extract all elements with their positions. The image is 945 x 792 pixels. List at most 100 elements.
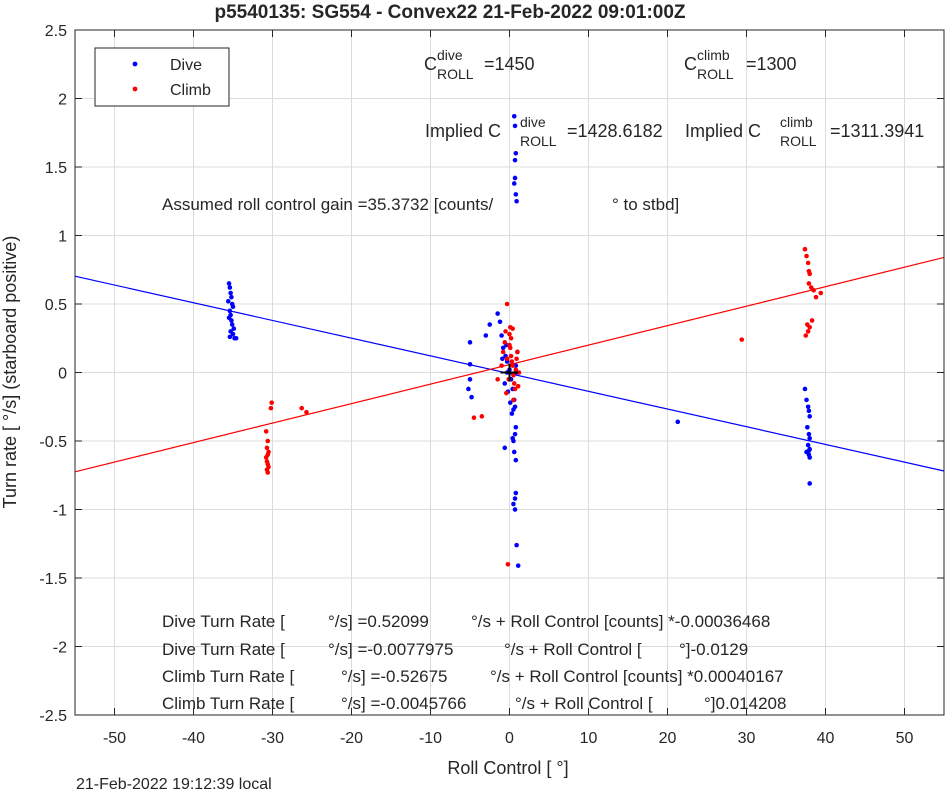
c-climb-main: C [684, 54, 697, 74]
dive-point [511, 501, 516, 507]
climb-point [813, 294, 819, 300]
climb-point [471, 415, 477, 421]
x-tick-label: 50 [896, 730, 914, 747]
chart-title: p5540135: SG554 - Convex22 21-Feb-2022 0… [214, 2, 685, 23]
legend-box [94, 47, 230, 107]
timestamp: 21-Feb-2022 19:12:39 local [76, 776, 272, 792]
dive-point [513, 457, 519, 463]
dive-point [512, 157, 518, 163]
annotation-implied-dive: Implied C dive ROLL =1428.6182 [425, 114, 663, 149]
y-tick-label: -2 [53, 640, 67, 657]
dive-point [510, 435, 515, 441]
climb-point [513, 367, 519, 373]
dive-point [500, 356, 505, 362]
c-climb-value: =1300 [746, 54, 797, 74]
climb-point [512, 386, 518, 392]
climb-point [265, 438, 271, 444]
y-tick-label: -1 [53, 503, 67, 520]
dive-point [466, 386, 471, 392]
dive-point [229, 322, 235, 327]
dive-point [675, 419, 681, 425]
dive-point [231, 326, 237, 331]
dive-point [507, 400, 513, 405]
climb-point [269, 400, 275, 405]
implied-climb-value: =1311.3941 [830, 121, 924, 141]
x-tick-label: 40 [817, 730, 835, 747]
climb-point [495, 377, 500, 382]
dive-point [467, 361, 473, 367]
dive-point [512, 496, 518, 501]
dive-point [511, 449, 517, 455]
y-tick-label: 1.5 [45, 160, 67, 177]
implied-dive-sub: ROLL [520, 133, 557, 149]
climb-point [739, 337, 745, 342]
climb-point [507, 345, 513, 351]
dive-point [806, 448, 812, 453]
dive-point [227, 334, 233, 340]
fit4-a: Climb Turn Rate [ [162, 694, 295, 713]
x-tick-label: -10 [419, 730, 442, 747]
dive-point [806, 408, 812, 414]
climb-point [511, 397, 516, 403]
implied-dive-value: =1428.6182 [567, 121, 663, 141]
legend-label-dive: Dive [170, 57, 202, 74]
dive-point [514, 198, 519, 204]
implied-climb-sub: ROLL [780, 133, 817, 149]
dive-point [227, 285, 233, 290]
y-tick-label: 0 [58, 366, 67, 383]
fit1-a: Dive Turn Rate [ [162, 612, 285, 631]
dive-point [467, 340, 473, 345]
x-tick-label: 20 [659, 730, 677, 747]
climb-point [263, 455, 269, 460]
climb-point [511, 372, 516, 378]
x-tick-label: 30 [738, 730, 756, 747]
fit3-a: Climb Turn Rate [ [162, 667, 295, 686]
data-points [225, 114, 824, 568]
climb-point [510, 363, 515, 368]
fit2-b: °/s] =-0.0077975 [328, 640, 453, 659]
fit2-c: °/s + Roll Control [ [504, 640, 642, 659]
dive-point [805, 442, 811, 448]
dive-point [467, 377, 473, 382]
dive-point [512, 175, 518, 181]
dive-point [483, 333, 489, 338]
implied-dive-main: Implied C [425, 121, 501, 141]
plot-area: -50 -40 -30 -20 -10 0 10 20 30 40 50-2.5-2-1.5-1-0… [39, 23, 945, 747]
climb-point [809, 318, 815, 323]
series-dive [225, 114, 812, 568]
y-tick-label: 2.5 [45, 23, 67, 40]
dive-point [229, 318, 234, 323]
y-tick-label: 0.5 [45, 297, 67, 314]
dive-point [469, 394, 474, 400]
climb-point [803, 333, 809, 338]
climb-point [268, 405, 274, 411]
fit-equation-4: Climb Turn Rate [ °/s] =-0.0045766 °/s +… [162, 694, 786, 713]
x-tick-label: -30 [261, 730, 284, 747]
dive-point [807, 435, 812, 441]
climb-point [806, 268, 812, 274]
dive-point [230, 331, 236, 337]
climb-point [511, 381, 517, 386]
dive-point [513, 192, 519, 197]
annotation-implied-climb: Implied C climb ROLL =1311.3941 [685, 114, 924, 149]
legend: Dive Climb [94, 47, 230, 107]
climb-point [505, 562, 511, 567]
climb-point [504, 390, 509, 396]
axis-ticks: -50 -40 -30 -20 -10 0 10 20 30 40 50-2.5-2-1.5-1-0… [39, 23, 944, 747]
origin-crosshair [500, 363, 519, 382]
climb-point [502, 340, 508, 345]
dive-point [514, 542, 519, 548]
fit1-b: °/s] =0.52099 [328, 612, 429, 631]
climb-point [508, 335, 514, 341]
c-dive-value: =1450 [484, 54, 535, 74]
dive-point [807, 455, 812, 460]
dive-point [495, 311, 500, 316]
climb-point [263, 429, 269, 434]
annotation-c-dive: C dive ROLL =1450 [424, 47, 535, 82]
y-tick-label: 2 [58, 92, 67, 109]
dive-point [513, 425, 519, 430]
y-tick-label: 1 [58, 229, 67, 246]
climb-point [504, 356, 510, 362]
climb-point [804, 253, 809, 259]
fit-equation-3: Climb Turn Rate [ °/s] =-0.52675 °/s + R… [162, 667, 784, 686]
